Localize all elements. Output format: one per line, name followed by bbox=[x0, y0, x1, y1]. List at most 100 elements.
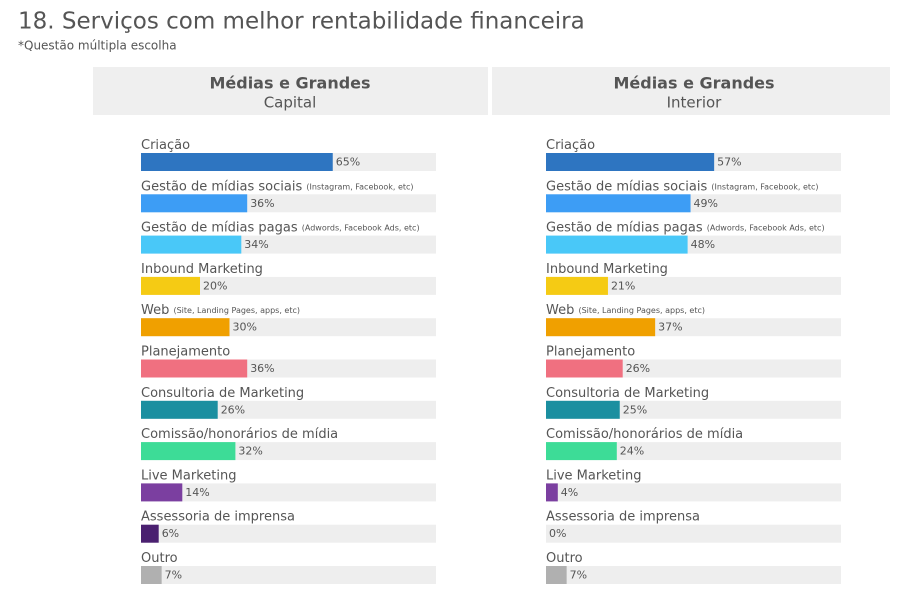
bar-track bbox=[141, 483, 436, 502]
category-note: (Adwords, Facebook Ads, etc) bbox=[707, 223, 825, 232]
category-label: Outro bbox=[546, 551, 583, 566]
category-label: Consultoria de Marketing bbox=[546, 385, 709, 400]
value-label: 7% bbox=[570, 569, 587, 582]
category-name: Comissão/honorários de mídia bbox=[546, 427, 743, 442]
panel-subtitle: Interior bbox=[667, 94, 723, 112]
category-label: Criação bbox=[141, 138, 190, 153]
value-label: 36% bbox=[250, 197, 274, 210]
bar-track bbox=[546, 483, 841, 502]
category-name: Outro bbox=[141, 551, 178, 566]
bar bbox=[141, 400, 218, 419]
category-note: (Site, Landing Pages, apps, etc) bbox=[173, 306, 300, 315]
bar bbox=[546, 153, 715, 171]
category-label: Outro bbox=[141, 551, 178, 566]
category-name: Consultoria de Marketing bbox=[546, 385, 709, 400]
category-name: Live Marketing bbox=[141, 468, 236, 483]
category-name: Outro bbox=[546, 551, 583, 566]
bar bbox=[546, 359, 623, 378]
value-label: 36% bbox=[250, 362, 274, 375]
value-label: 6% bbox=[162, 527, 179, 540]
bar bbox=[546, 400, 620, 419]
category-name: Inbound Marketing bbox=[546, 261, 668, 276]
value-label: 26% bbox=[221, 403, 245, 416]
category-name: Planejamento bbox=[546, 344, 635, 359]
bar-track bbox=[546, 442, 841, 461]
category-name: Criação bbox=[141, 138, 190, 153]
value-label: 7% bbox=[165, 569, 182, 582]
bar bbox=[546, 276, 608, 295]
page-subtitle: *Questão múltipla escolha bbox=[18, 39, 177, 53]
category-name: Comissão/honorários de mídia bbox=[141, 427, 338, 442]
category-label: Web (Site, Landing Pages, apps, etc) bbox=[546, 303, 705, 318]
bar-track bbox=[546, 276, 841, 295]
value-label: 65% bbox=[336, 156, 360, 169]
panel-header bbox=[492, 67, 890, 115]
category-note: (Instagram, Facebook, etc) bbox=[711, 182, 818, 191]
bar bbox=[141, 359, 248, 378]
category-label: Consultoria de Marketing bbox=[141, 385, 304, 400]
panel-subtitle: Capital bbox=[264, 94, 317, 112]
value-label: 0% bbox=[549, 527, 566, 540]
category-name: Criação bbox=[546, 138, 595, 153]
category-label: Criação bbox=[546, 138, 595, 153]
bar bbox=[141, 442, 236, 461]
value-label: 26% bbox=[626, 362, 650, 375]
value-label: 21% bbox=[611, 279, 635, 292]
bar bbox=[546, 483, 558, 502]
category-label: Inbound Marketing bbox=[141, 261, 263, 276]
category-label: Live Marketing bbox=[141, 468, 236, 483]
category-label: Gestão de mídias sociais (Instagram, Fac… bbox=[546, 179, 819, 194]
bar bbox=[141, 235, 242, 254]
category-label: Assessoria de imprensa bbox=[546, 509, 700, 524]
category-name: Web bbox=[141, 303, 169, 318]
category-label: Comissão/honorários de mídia bbox=[546, 427, 743, 442]
panel-title: Médias e Grandes bbox=[613, 74, 774, 93]
bar bbox=[546, 194, 691, 213]
panel-header bbox=[93, 67, 488, 115]
category-name: Planejamento bbox=[141, 344, 230, 359]
category-note: (Adwords, Facebook Ads, etc) bbox=[302, 223, 420, 232]
bar bbox=[141, 524, 159, 543]
category-label: Web (Site, Landing Pages, apps, etc) bbox=[141, 303, 300, 318]
value-label: 14% bbox=[185, 486, 209, 499]
bar bbox=[141, 276, 200, 295]
page-title: 18. Serviços com melhor rentabilidade fi… bbox=[18, 9, 585, 35]
category-name: Consultoria de Marketing bbox=[141, 385, 304, 400]
bar-track bbox=[546, 524, 841, 543]
value-label: 24% bbox=[620, 445, 644, 458]
category-name: Assessoria de imprensa bbox=[546, 509, 700, 524]
bar bbox=[546, 318, 656, 337]
value-label: 57% bbox=[717, 156, 741, 169]
category-note: (Instagram, Facebook, etc) bbox=[306, 182, 413, 191]
bar bbox=[141, 318, 230, 337]
category-name: Gestão de mídias pagas bbox=[546, 220, 703, 235]
bar bbox=[141, 153, 333, 171]
category-label: Gestão de mídias sociais (Instagram, Fac… bbox=[141, 179, 414, 194]
category-label: Planejamento bbox=[546, 344, 635, 359]
category-name: Gestão de mídias sociais bbox=[546, 179, 707, 194]
category-label: Planejamento bbox=[141, 344, 230, 359]
category-label: Gestão de mídias pagas (Adwords, Faceboo… bbox=[141, 220, 420, 235]
bar-track bbox=[546, 566, 841, 584]
category-label: Gestão de mídias pagas (Adwords, Faceboo… bbox=[546, 220, 825, 235]
bar-track bbox=[141, 524, 436, 543]
value-label: 30% bbox=[233, 321, 257, 334]
category-note: (Site, Landing Pages, apps, etc) bbox=[578, 306, 705, 315]
value-label: 25% bbox=[623, 403, 647, 416]
bar bbox=[141, 194, 248, 213]
category-name: Gestão de mídias sociais bbox=[141, 179, 302, 194]
value-label: 34% bbox=[244, 238, 268, 251]
bar-track bbox=[141, 566, 436, 584]
bar-track bbox=[141, 276, 436, 295]
category-name: Assessoria de imprensa bbox=[141, 509, 295, 524]
category-label: Assessoria de imprensa bbox=[141, 509, 295, 524]
category-name: Inbound Marketing bbox=[141, 261, 263, 276]
category-label: Live Marketing bbox=[546, 468, 641, 483]
bar bbox=[546, 442, 617, 461]
value-label: 4% bbox=[561, 486, 578, 499]
category-name: Gestão de mídias pagas bbox=[141, 220, 298, 235]
panel-title: Médias e Grandes bbox=[209, 74, 370, 93]
category-name: Web bbox=[546, 303, 574, 318]
category-label: Inbound Marketing bbox=[546, 261, 668, 276]
